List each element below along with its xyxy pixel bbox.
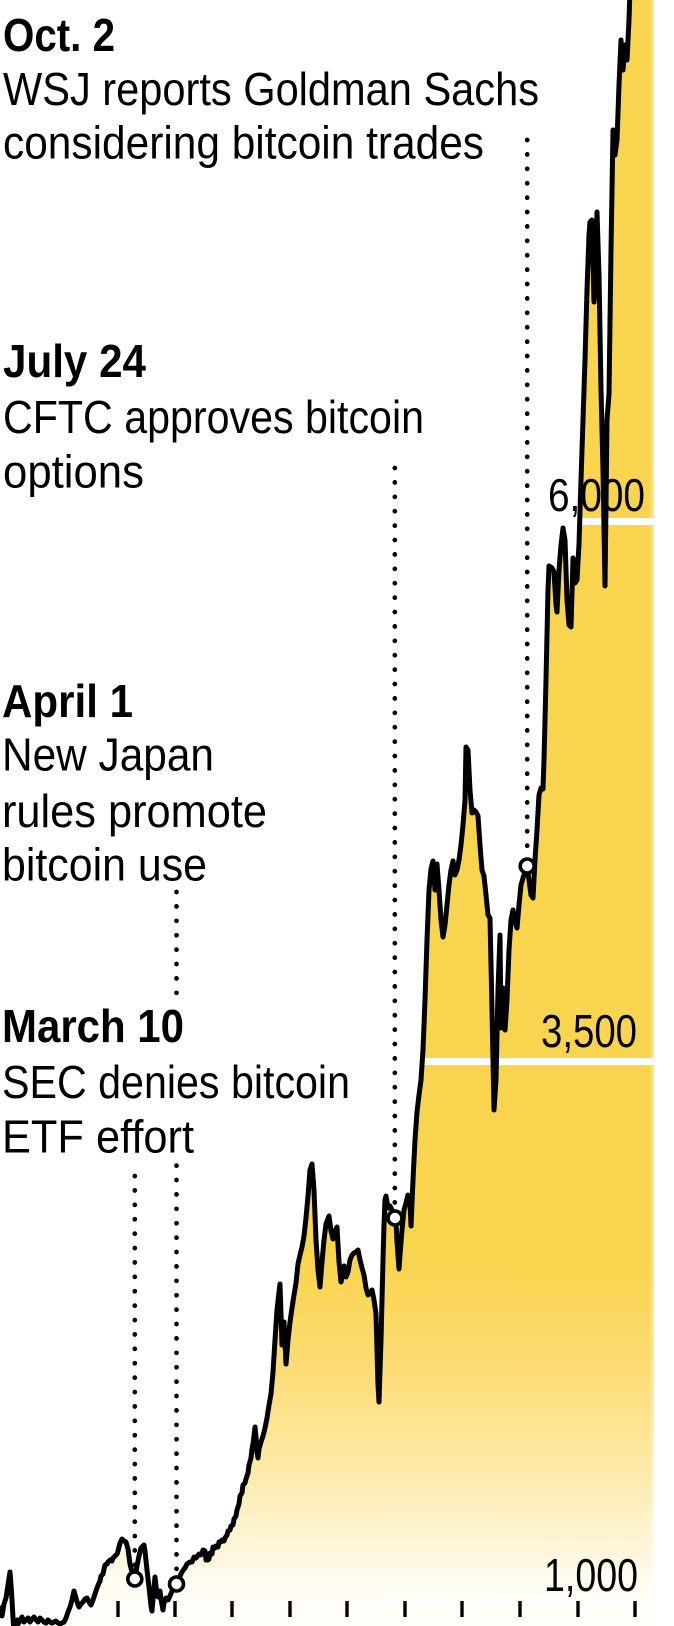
svg-text:rules promote: rules promote xyxy=(2,785,267,837)
svg-text:1,000: 1,000 xyxy=(544,1549,638,1601)
svg-text:July 24: July 24 xyxy=(3,335,146,387)
svg-text:March 10: March 10 xyxy=(2,1000,184,1052)
svg-text:CFTC approves bitcoin: CFTC approves bitcoin xyxy=(3,391,424,443)
svg-text:SEC denies bitcoin: SEC denies bitcoin xyxy=(2,1056,350,1108)
svg-text:6,000: 6,000 xyxy=(548,469,645,521)
svg-text:ETF effort: ETF effort xyxy=(2,1111,194,1163)
svg-text:3,500: 3,500 xyxy=(541,1005,637,1057)
svg-text:Oct. 2: Oct. 2 xyxy=(3,9,115,61)
svg-text:WSJ reports Goldman Sachs: WSJ reports Goldman Sachs xyxy=(3,63,539,115)
svg-text:options: options xyxy=(3,446,144,498)
svg-text:considering bitcoin trades: considering bitcoin trades xyxy=(3,117,484,169)
svg-text:New Japan: New Japan xyxy=(2,729,214,781)
svg-text:April 1: April 1 xyxy=(2,675,133,727)
svg-text:bitcoin use: bitcoin use xyxy=(2,839,207,891)
